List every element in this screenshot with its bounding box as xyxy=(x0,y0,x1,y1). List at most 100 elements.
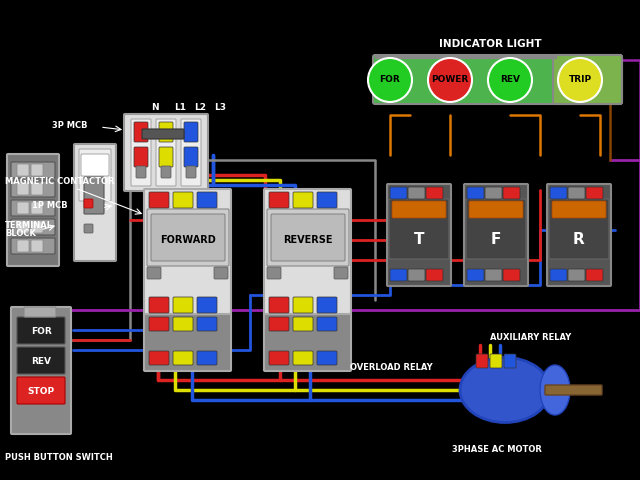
Text: 3PHASE AC MOTOR: 3PHASE AC MOTOR xyxy=(452,445,542,455)
FancyBboxPatch shape xyxy=(547,184,611,286)
Text: R: R xyxy=(573,232,585,248)
FancyBboxPatch shape xyxy=(550,269,567,281)
FancyBboxPatch shape xyxy=(142,129,184,139)
FancyBboxPatch shape xyxy=(84,177,104,214)
Text: FORWARD: FORWARD xyxy=(160,235,216,245)
FancyBboxPatch shape xyxy=(267,267,281,279)
FancyBboxPatch shape xyxy=(476,354,488,368)
FancyBboxPatch shape xyxy=(151,214,225,261)
Text: L2: L2 xyxy=(194,104,206,112)
FancyBboxPatch shape xyxy=(426,269,443,281)
FancyBboxPatch shape xyxy=(11,307,71,434)
FancyBboxPatch shape xyxy=(17,317,65,344)
FancyBboxPatch shape xyxy=(390,187,407,199)
FancyBboxPatch shape xyxy=(317,317,337,331)
Text: REV: REV xyxy=(31,357,51,365)
FancyBboxPatch shape xyxy=(131,119,151,186)
FancyBboxPatch shape xyxy=(466,199,526,259)
FancyBboxPatch shape xyxy=(392,201,446,218)
Text: STOP: STOP xyxy=(28,386,54,396)
FancyBboxPatch shape xyxy=(264,189,351,316)
FancyBboxPatch shape xyxy=(17,164,29,176)
Text: 1P MCB: 1P MCB xyxy=(33,202,68,211)
FancyBboxPatch shape xyxy=(11,238,55,254)
Text: TRIP: TRIP xyxy=(568,75,591,84)
FancyBboxPatch shape xyxy=(184,122,198,142)
FancyBboxPatch shape xyxy=(11,200,55,216)
FancyBboxPatch shape xyxy=(490,354,502,368)
FancyBboxPatch shape xyxy=(267,209,349,266)
FancyBboxPatch shape xyxy=(550,187,567,199)
FancyBboxPatch shape xyxy=(269,317,289,331)
FancyBboxPatch shape xyxy=(545,385,602,395)
FancyBboxPatch shape xyxy=(467,269,484,281)
FancyBboxPatch shape xyxy=(269,192,289,208)
FancyBboxPatch shape xyxy=(17,183,29,195)
FancyBboxPatch shape xyxy=(317,351,337,365)
FancyBboxPatch shape xyxy=(467,187,484,199)
FancyBboxPatch shape xyxy=(317,297,337,313)
FancyBboxPatch shape xyxy=(11,162,55,178)
Text: 3P MCB: 3P MCB xyxy=(52,120,88,130)
FancyBboxPatch shape xyxy=(549,199,609,259)
FancyBboxPatch shape xyxy=(134,122,148,142)
Text: F: F xyxy=(491,232,501,248)
FancyBboxPatch shape xyxy=(485,187,502,199)
FancyBboxPatch shape xyxy=(387,184,451,286)
Text: REVERSE: REVERSE xyxy=(284,235,333,245)
FancyBboxPatch shape xyxy=(11,181,55,197)
FancyBboxPatch shape xyxy=(17,240,29,252)
FancyBboxPatch shape xyxy=(147,267,161,279)
Text: MAGNETIC CONTACTOR: MAGNETIC CONTACTOR xyxy=(5,178,115,187)
Text: FOR: FOR xyxy=(380,75,401,84)
Text: BLOCK: BLOCK xyxy=(5,228,36,238)
FancyBboxPatch shape xyxy=(147,209,229,266)
Text: L1: L1 xyxy=(174,104,186,112)
FancyBboxPatch shape xyxy=(159,122,173,142)
FancyBboxPatch shape xyxy=(293,351,313,365)
FancyBboxPatch shape xyxy=(149,351,169,365)
FancyBboxPatch shape xyxy=(197,351,217,365)
Text: PUSH BUTTON SWITCH: PUSH BUTTON SWITCH xyxy=(5,454,113,463)
FancyBboxPatch shape xyxy=(134,147,148,167)
FancyBboxPatch shape xyxy=(144,314,231,371)
FancyBboxPatch shape xyxy=(181,119,201,186)
FancyBboxPatch shape xyxy=(271,214,345,261)
FancyBboxPatch shape xyxy=(503,187,520,199)
FancyBboxPatch shape xyxy=(173,317,193,331)
FancyBboxPatch shape xyxy=(144,189,231,316)
FancyBboxPatch shape xyxy=(84,224,93,233)
Text: L3: L3 xyxy=(214,104,226,112)
FancyBboxPatch shape xyxy=(464,184,528,286)
FancyBboxPatch shape xyxy=(7,154,59,266)
Text: AUXILIARY RELAY: AUXILIARY RELAY xyxy=(490,334,572,343)
Text: N: N xyxy=(151,104,159,112)
FancyBboxPatch shape xyxy=(79,149,111,201)
Text: FOR: FOR xyxy=(31,326,51,336)
FancyBboxPatch shape xyxy=(84,199,93,208)
FancyBboxPatch shape xyxy=(317,192,337,208)
FancyBboxPatch shape xyxy=(504,354,516,368)
FancyBboxPatch shape xyxy=(149,317,169,331)
FancyBboxPatch shape xyxy=(17,202,29,214)
FancyBboxPatch shape xyxy=(197,192,217,208)
FancyBboxPatch shape xyxy=(161,166,171,178)
FancyBboxPatch shape xyxy=(264,314,351,371)
FancyBboxPatch shape xyxy=(136,166,146,178)
Text: T: T xyxy=(413,232,424,248)
FancyBboxPatch shape xyxy=(17,221,29,233)
FancyBboxPatch shape xyxy=(197,317,217,331)
Text: POWER: POWER xyxy=(431,75,468,84)
FancyBboxPatch shape xyxy=(197,297,217,313)
FancyBboxPatch shape xyxy=(503,269,520,281)
FancyBboxPatch shape xyxy=(293,297,313,313)
FancyBboxPatch shape xyxy=(74,144,116,261)
FancyBboxPatch shape xyxy=(31,240,43,252)
FancyBboxPatch shape xyxy=(553,55,622,104)
Circle shape xyxy=(488,58,532,102)
FancyBboxPatch shape xyxy=(184,147,198,167)
FancyBboxPatch shape xyxy=(269,297,289,313)
FancyBboxPatch shape xyxy=(269,351,289,365)
FancyBboxPatch shape xyxy=(24,307,56,317)
FancyBboxPatch shape xyxy=(173,351,193,365)
